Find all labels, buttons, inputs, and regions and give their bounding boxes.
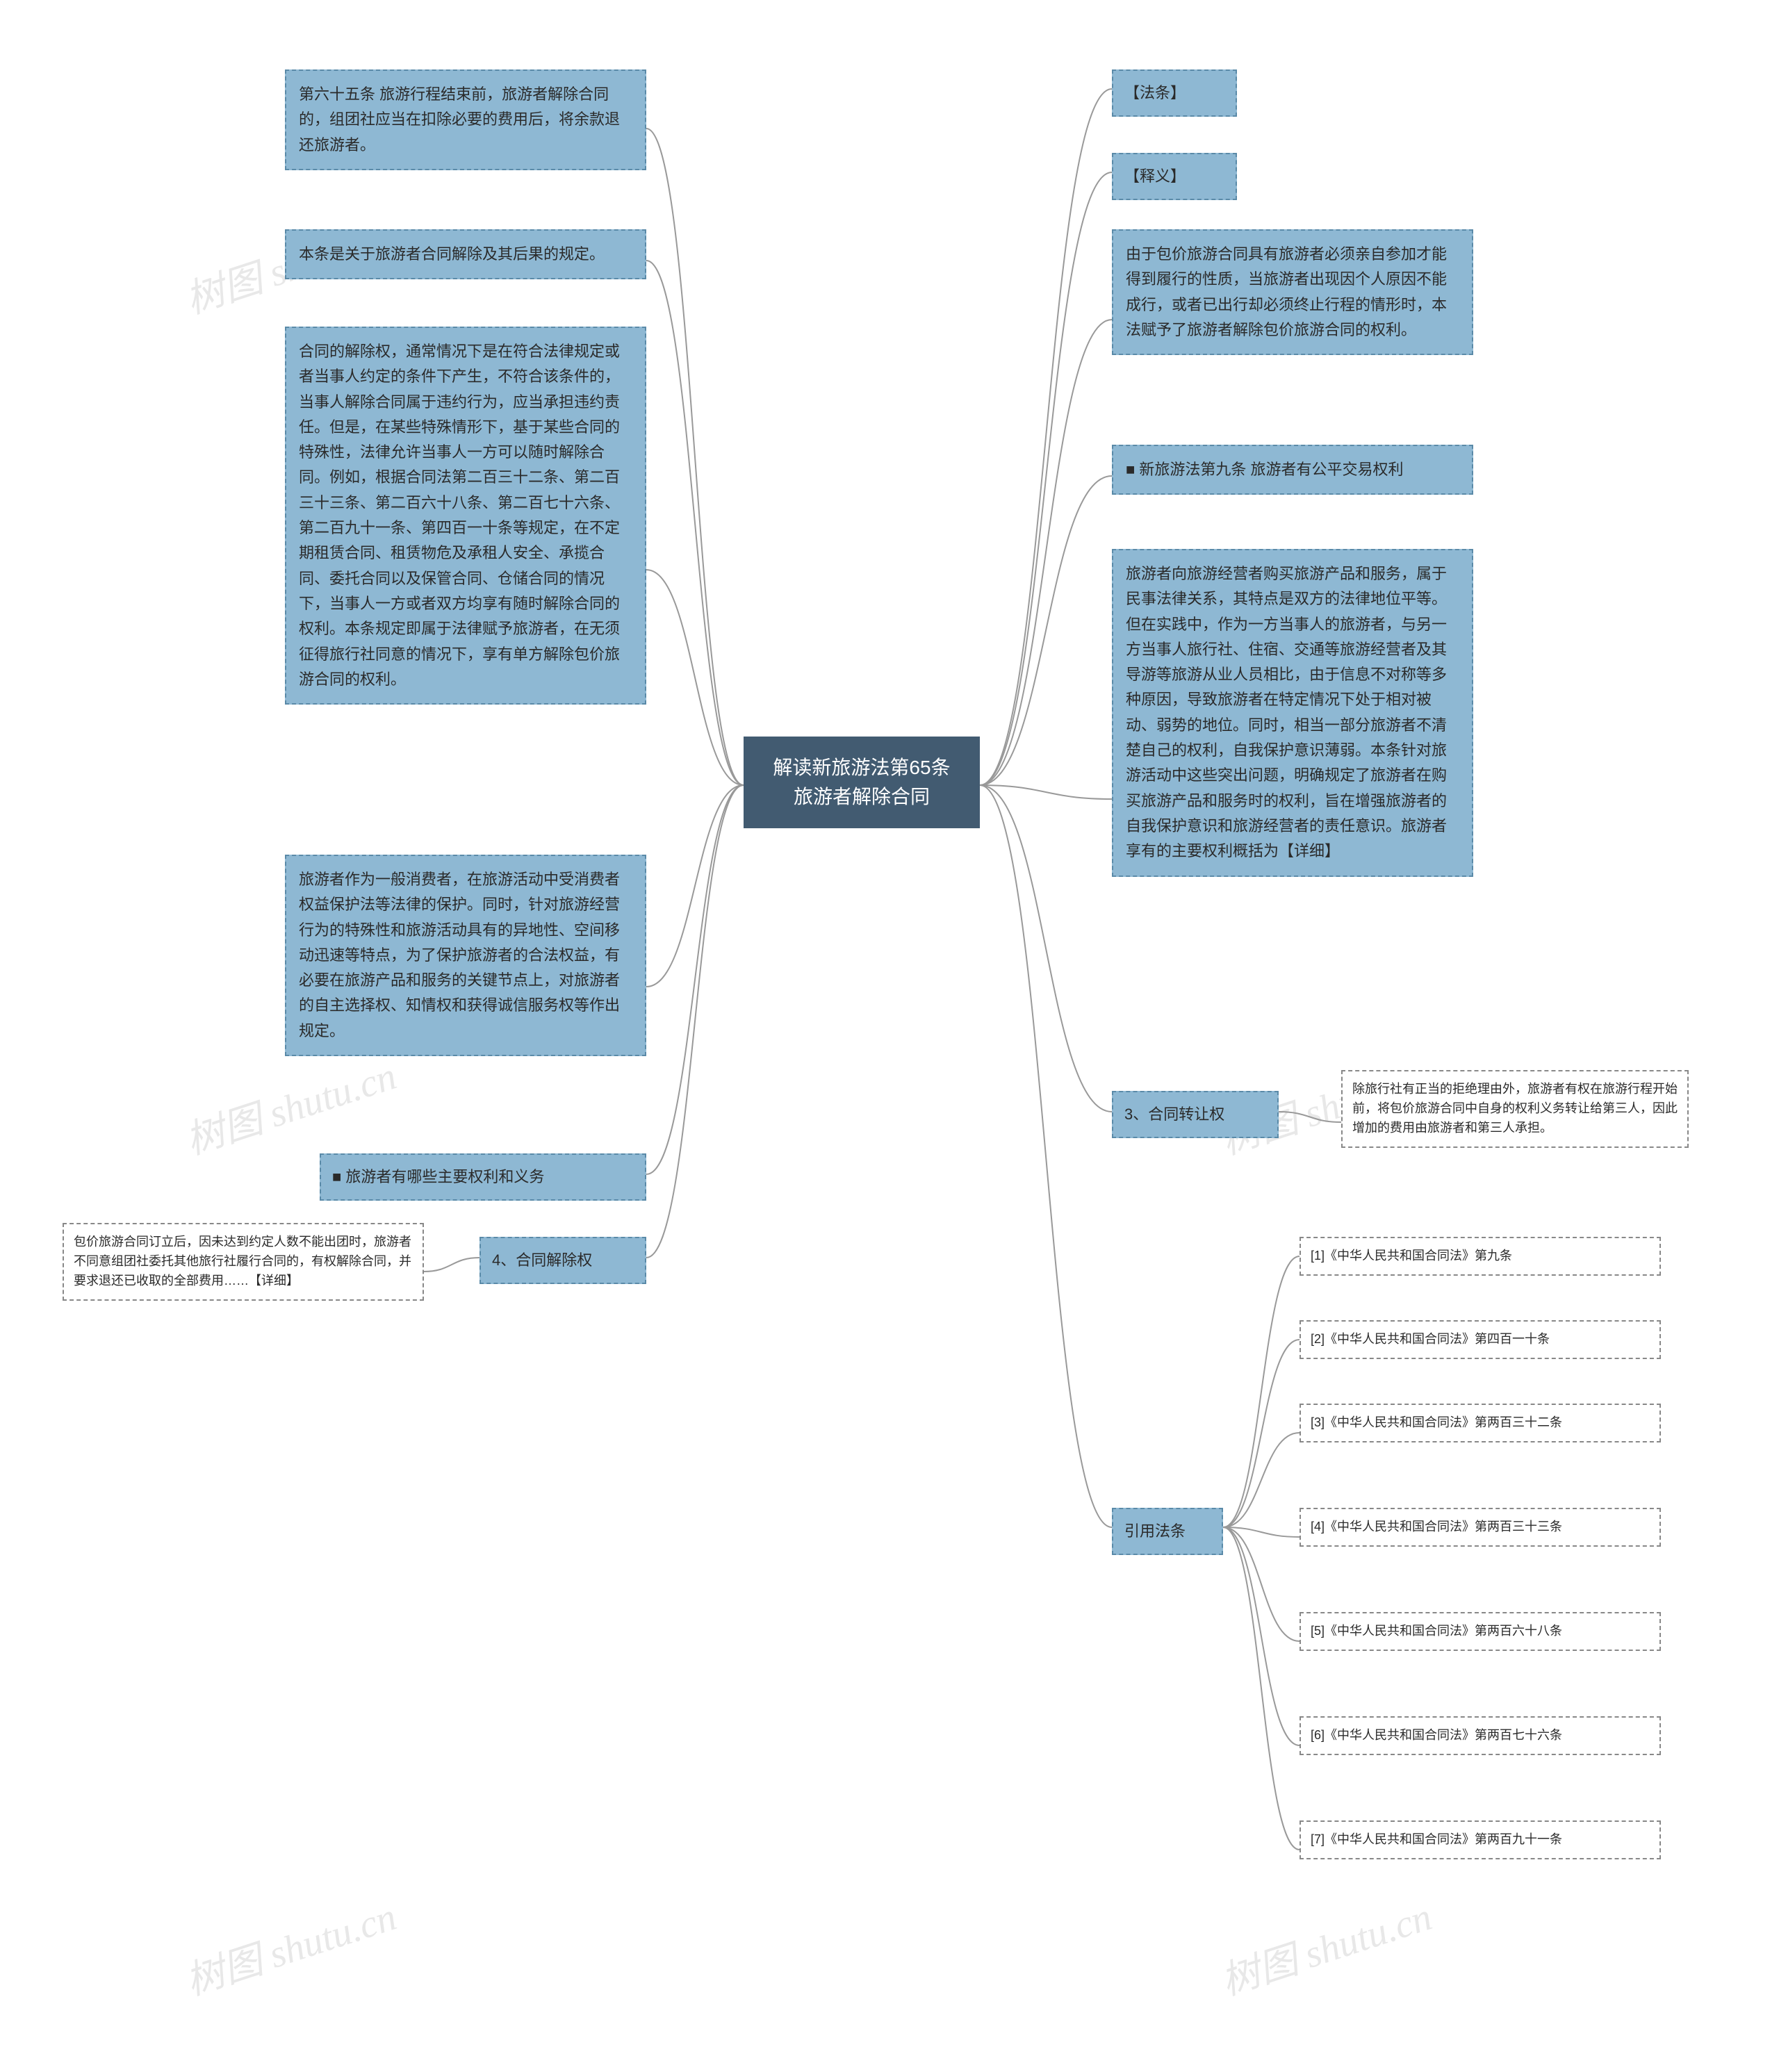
right-node-3-transfer: 3、合同转让权 (1112, 1091, 1279, 1138)
connector-layer (0, 0, 1779, 2072)
cited-law-6: [6]《中华人民共和国合同法》第两百七十六条 (1300, 1716, 1661, 1755)
left-node-consumer-protection: 旅游者作为一般消费者，在旅游活动中受消费者权益保护法等法律的保护。同时，针对旅游… (285, 855, 646, 1056)
right-node-interpretation: 【释义】 (1112, 153, 1237, 200)
right-node-cited-laws: 引用法条 (1112, 1508, 1223, 1555)
watermark: 树图 shutu.cn (177, 1044, 402, 1165)
cited-law-7: [7]《中华人民共和国合同法》第两百九十一条 (1300, 1820, 1661, 1859)
cited-law-2: [2]《中华人民共和国合同法》第四百一十条 (1300, 1320, 1661, 1359)
root-node: 解读新旅游法第65条 旅游者解除合同 (744, 737, 980, 828)
left-node-4-rescission: 4、合同解除权 (479, 1237, 646, 1284)
right-node-law: 【法条】 (1112, 69, 1237, 117)
right-node-art9-fair: ■ 新旅游法第九条 旅游者有公平交易权利 (1112, 445, 1473, 495)
right-node-package-nature: 由于包价旅游合同具有旅游者必须亲自参加才能得到履行的性质，当旅游者出现因个人原因… (1112, 229, 1473, 355)
left-node-rights-duties: ■ 旅游者有哪些主要权利和义务 (320, 1153, 646, 1201)
cited-law-3: [3]《中华人民共和国合同法》第两百三十二条 (1300, 1404, 1661, 1442)
left-node-summary: 本条是关于旅游者合同解除及其后果的规定。 (285, 229, 646, 279)
right-sub-transfer-detail: 除旅行社有正当的拒绝理由外，旅游者有权在旅游行程开始前，将包价旅游合同中自身的权… (1341, 1070, 1689, 1148)
right-node-legal-relation: 旅游者向旅游经营者购买旅游产品和服务，属于民事法律关系，其特点是双方的法律地位平… (1112, 549, 1473, 877)
cited-law-1: [1]《中华人民共和国合同法》第九条 (1300, 1237, 1661, 1276)
left-sub-rescission-detail: 包价旅游合同订立后，因未达到约定人数不能出团时，旅游者不同意组团社委托其他旅行社… (63, 1223, 424, 1301)
cited-law-4: [4]《中华人民共和国合同法》第两百三十三条 (1300, 1508, 1661, 1547)
left-node-rescission-right: 合同的解除权，通常情况下是在符合法律规定或者当事人约定的条件下产生，不符合该条件… (285, 327, 646, 705)
watermark: 树图 shutu.cn (1213, 1885, 1438, 2006)
left-node-article65: 第六十五条 旅游行程结束前，旅游者解除合同的，组团社应当在扣除必要的费用后，将余… (285, 69, 646, 170)
cited-law-5: [5]《中华人民共和国合同法》第两百六十八条 (1300, 1612, 1661, 1651)
watermark: 树图 shutu.cn (177, 1885, 402, 2006)
